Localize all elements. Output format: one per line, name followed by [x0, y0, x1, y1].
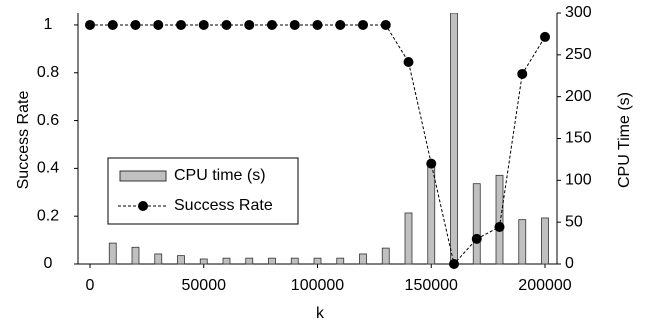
legend-box: [107, 157, 299, 225]
x-tick-label: 150000: [405, 277, 458, 294]
bar: [427, 162, 436, 265]
marker: [85, 19, 95, 30]
bar: [290, 257, 299, 265]
marker: [312, 19, 323, 30]
y2-tick-label: 200: [565, 88, 592, 105]
x-tick-label: 0: [86, 277, 95, 294]
bar: [450, 13, 458, 265]
legend-label: Success Rate: [174, 197, 273, 214]
bar: [381, 247, 390, 265]
y-tick-label: 0.4: [37, 160, 59, 177]
marker: [267, 19, 277, 30]
bar: [313, 257, 322, 265]
marker: [335, 19, 346, 30]
x-tick-label: 50000: [182, 277, 227, 294]
bar: [222, 257, 231, 265]
x-axis-label: k: [316, 305, 325, 322]
marker: [449, 259, 459, 269]
bar: [518, 219, 527, 265]
marker: [221, 19, 232, 30]
marker: [358, 19, 368, 30]
marker: [107, 19, 118, 30]
y-tick-label: 0.8: [37, 64, 59, 81]
marker: [517, 68, 528, 79]
bar: [472, 183, 481, 265]
bar: [359, 253, 367, 265]
marker: [176, 19, 186, 30]
legend-marker: [138, 201, 148, 211]
marker: [153, 19, 164, 30]
bar: [199, 258, 208, 265]
marker: [426, 158, 437, 169]
y-axis-label: Success Rate: [15, 91, 32, 190]
bar: [541, 217, 549, 265]
marker: [380, 19, 391, 30]
marker: [494, 221, 505, 232]
bar: [495, 174, 504, 265]
marker: [289, 19, 300, 30]
y2-axis-label: CPU Time (s): [616, 92, 633, 188]
y-tick-label: 1: [44, 16, 53, 33]
bar: [131, 246, 140, 265]
y-tick-label: 0.6: [37, 112, 59, 129]
bar: [154, 253, 163, 265]
bar: [245, 257, 254, 265]
marker: [540, 31, 550, 42]
x-tick-label: 100000: [291, 277, 344, 294]
legend-swatch: [119, 170, 167, 182]
y2-tick-label: 150: [565, 130, 592, 147]
y-tick-label: 0.2: [37, 207, 59, 224]
marker: [244, 19, 255, 30]
x-tick-label: 200000: [518, 277, 571, 294]
bar: [404, 212, 413, 265]
legend-label: CPU time (s): [174, 167, 266, 184]
plot-area: [108, 13, 549, 265]
marker: [471, 233, 482, 244]
y2-tick-label: 100: [565, 172, 592, 189]
y2-tick-label: 50: [565, 213, 583, 230]
marker: [130, 19, 141, 30]
bar: [336, 257, 345, 265]
bar: [268, 257, 276, 265]
y2-tick-label: 250: [565, 46, 592, 63]
bar: [108, 242, 117, 265]
y-tick-label: 0: [44, 255, 53, 272]
marker: [198, 19, 209, 30]
bar: [177, 255, 185, 265]
y2-tick-label: 300: [565, 4, 592, 21]
marker: [403, 57, 414, 68]
y2-tick-label: 0: [565, 255, 574, 272]
